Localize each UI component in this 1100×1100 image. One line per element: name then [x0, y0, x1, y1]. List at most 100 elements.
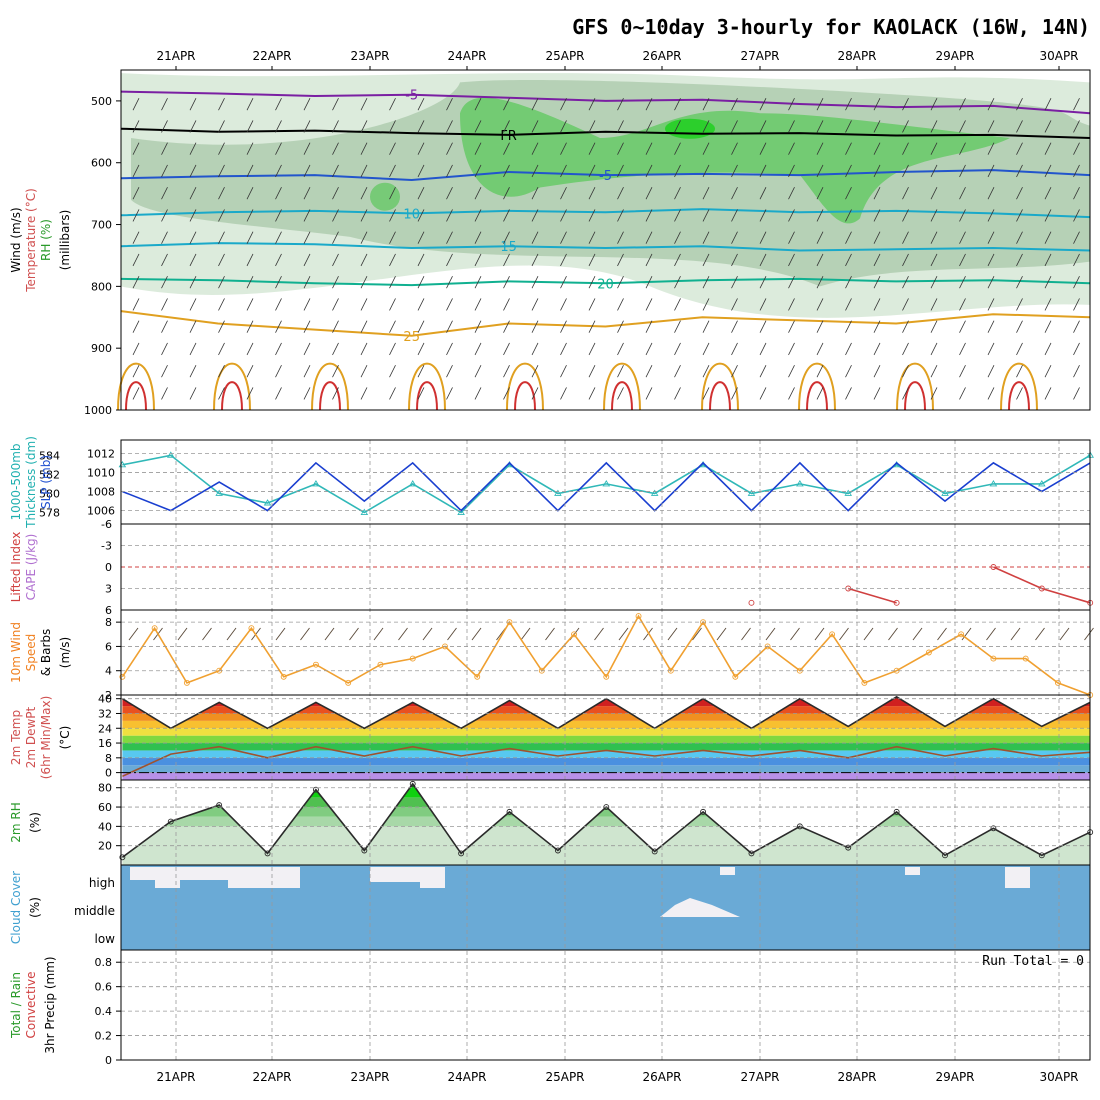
wind-barb: [788, 365, 795, 378]
wind-barb: [845, 253, 852, 267]
wind-barb: [132, 320, 140, 333]
wind-barb: [759, 187, 767, 200]
wind-speed-line-point: [409, 655, 416, 662]
wind-barb: [218, 276, 225, 289]
wind-barb: [218, 320, 225, 333]
wind-barb: [417, 231, 425, 244]
wind-barb: [161, 164, 168, 178]
wind-barb: [303, 365, 311, 378]
wind-barb: [845, 365, 852, 378]
y-tick-label: 3: [105, 583, 112, 596]
temperature-band: [122, 772, 1090, 780]
rh-shading-green-core: [665, 118, 715, 139]
thickness-line-point: [215, 489, 223, 496]
wind-barb: [132, 231, 140, 244]
panel-unit-label: 3hr Precip (mm): [43, 956, 57, 1053]
wind-barb: [702, 98, 710, 111]
wind-speed-line-point: [151, 625, 158, 632]
wind-barb: [389, 120, 396, 133]
wind-barb: [275, 387, 282, 400]
wind-barb: [845, 120, 852, 133]
wind-barb: [360, 187, 368, 200]
wind-barb: [617, 120, 624, 133]
wind-barb: [218, 142, 225, 155]
wind-barb: [531, 276, 539, 289]
wind-barb: [1073, 120, 1080, 133]
hot-contour: [806, 381, 828, 411]
rh-shading-green-spot: [370, 182, 400, 211]
wind-barb: [816, 187, 824, 200]
temperature-contour: [120, 242, 1091, 252]
wind-speed-line-point: [635, 613, 642, 620]
panel-label: 2m Temp 2m DewPt (6hr Min/Max) (°C): [9, 696, 72, 780]
date-label-bottom: 27APR: [740, 1070, 779, 1084]
date-label-bottom: 28APR: [837, 1070, 876, 1084]
date-label-bottom: 22APR: [252, 1070, 291, 1084]
temperature-band: [122, 735, 1090, 744]
wind-barb: [389, 231, 396, 244]
high-cloud-segment: [155, 867, 180, 888]
wind-barb: [1035, 627, 1045, 641]
wind-barb: [1073, 342, 1080, 356]
wind-barb: [332, 120, 339, 133]
thickness-line-point: [166, 451, 175, 458]
date-label-top: 25APR: [545, 49, 584, 63]
wind-barb: [617, 231, 624, 244]
wind-barb: [987, 298, 995, 311]
wind-barb: [845, 142, 852, 155]
wind-barb: [617, 187, 624, 200]
wind-barb: [902, 187, 909, 200]
y-tick-label: 0.2: [95, 1030, 113, 1043]
wind-barb: [788, 253, 795, 267]
wind-speed-line-point: [345, 679, 352, 686]
wind-barb: [959, 209, 966, 222]
wind-barb: [360, 276, 368, 289]
high-cloud-segment: [905, 867, 920, 875]
wind-barb: [674, 298, 681, 311]
temperature-contour-label: 15: [500, 240, 517, 255]
wind-barb: [246, 298, 254, 311]
wind-barb: [674, 164, 681, 178]
wind-barb: [373, 627, 384, 641]
rh-line-point: [361, 847, 368, 854]
wind-barb: [816, 276, 824, 289]
wind-barb: [731, 98, 738, 111]
wind-barb: [1016, 298, 1023, 311]
wind-barb: [845, 187, 852, 200]
wind-barb: [873, 276, 881, 289]
wind-barb: [759, 342, 767, 356]
wind-speed-line-point: [312, 661, 319, 668]
wind-barb: [161, 387, 168, 400]
wind-speed-line-point: [248, 625, 255, 632]
wind-barb: [300, 627, 310, 641]
wind-barb: [531, 365, 539, 378]
wind-barb: [389, 98, 396, 111]
wind-barb: [246, 387, 254, 400]
wind-barb: [930, 365, 938, 378]
wind-barb: [816, 231, 824, 244]
wind-speed-line-point: [925, 649, 932, 656]
panel-label: Total / Rain Convective 3hr Precip (mm): [9, 956, 57, 1053]
wind-barb: [446, 253, 453, 267]
wind-barb: [446, 231, 453, 244]
panel-unit-label: (%): [28, 812, 42, 833]
rh-line-point: [700, 808, 707, 815]
high-cloud-segment: [720, 867, 735, 875]
wind-barb: [702, 320, 710, 333]
wind-speed-line-point: [377, 661, 384, 668]
wind-barb: [218, 342, 225, 356]
mid-cloud-segment: [660, 898, 740, 917]
wind-barb: [303, 387, 311, 400]
wind-barb: [132, 298, 140, 311]
wind-barb: [446, 187, 453, 200]
date-label-top: 26APR: [642, 49, 681, 63]
y-tick-label: 6: [105, 604, 112, 617]
wind-barb: [446, 142, 453, 155]
wind-barb: [816, 142, 824, 155]
wind-barb: [959, 98, 966, 111]
panel-label-line: Speed: [24, 634, 38, 672]
wind-barb: [531, 164, 539, 178]
wind-barb: [275, 342, 282, 356]
wind-barb: [503, 253, 510, 267]
